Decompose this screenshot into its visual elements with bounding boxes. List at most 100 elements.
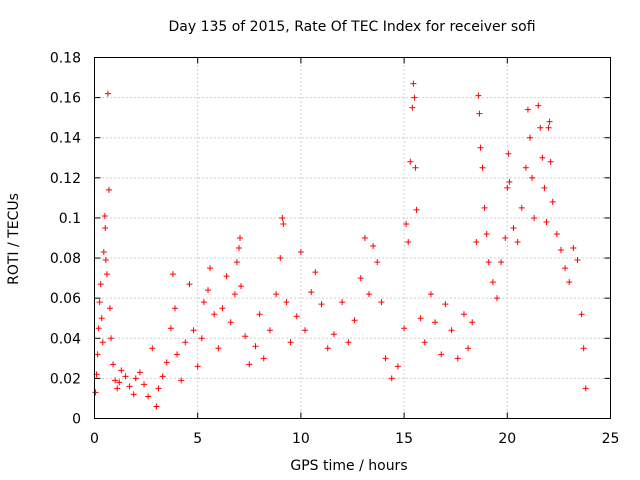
data-point	[219, 305, 226, 312]
data-point	[465, 345, 472, 352]
data-point	[361, 235, 368, 241]
data-point	[410, 80, 417, 87]
data-point	[549, 198, 556, 205]
data-point	[476, 110, 483, 117]
data-point	[522, 164, 529, 171]
y-tick-label: 0.1	[59, 211, 81, 227]
y-tick-label: 0.16	[50, 91, 81, 107]
data-point	[101, 212, 108, 219]
data-point	[105, 186, 112, 193]
data-point	[215, 345, 222, 352]
data-point	[182, 339, 189, 346]
data-point	[102, 257, 109, 264]
data-point	[432, 319, 439, 326]
data-point	[287, 339, 294, 346]
data-point	[279, 214, 286, 221]
data-point	[94, 351, 101, 358]
data-point	[460, 311, 467, 318]
data-point	[118, 367, 125, 374]
axis-ticks: 0 5 10 15 20 25 0 0.02 0.04 0.06 0.08 0.1 0.12 0.14 0.…	[50, 51, 620, 448]
data-point	[163, 359, 170, 366]
data-point	[141, 381, 148, 388]
data-point	[99, 339, 106, 346]
data-point	[149, 345, 156, 352]
data-point	[405, 239, 412, 246]
data-point	[283, 299, 290, 306]
data-point	[198, 335, 205, 342]
data-point	[190, 327, 197, 334]
x-tick-label: 15	[395, 431, 413, 447]
data-point	[394, 363, 401, 370]
data-point	[483, 230, 490, 237]
data-point	[280, 220, 287, 227]
data-point	[374, 259, 381, 266]
data-point	[102, 224, 109, 231]
data-point	[407, 158, 414, 165]
data-point	[145, 393, 152, 400]
x-axis-label: GPS time / hours	[290, 458, 407, 474]
data-point	[524, 106, 531, 113]
data-point	[582, 385, 589, 392]
data-point	[318, 301, 325, 308]
data-point	[246, 361, 253, 368]
data-point	[178, 377, 185, 384]
data-point	[277, 255, 284, 262]
data-point	[171, 305, 178, 312]
data-point	[427, 291, 434, 298]
data-point	[242, 333, 249, 340]
data-point	[553, 230, 560, 237]
data-point	[366, 291, 373, 298]
data-point	[413, 206, 420, 213]
data-point	[92, 389, 99, 396]
y-tick-label: 0.06	[50, 291, 81, 307]
data-point	[481, 204, 488, 211]
data-point	[403, 220, 410, 227]
data-point	[312, 269, 319, 276]
data-point	[174, 351, 181, 358]
y-tick-label: 0.12	[50, 171, 81, 187]
y-tick-label: 0.08	[50, 251, 81, 267]
data-point	[153, 403, 160, 410]
data-point	[95, 325, 102, 332]
data-point	[477, 144, 484, 151]
x-tick-label: 20	[498, 431, 516, 447]
data-point	[108, 335, 115, 342]
data-point	[438, 351, 445, 358]
data-point	[531, 214, 538, 221]
data-point	[324, 345, 331, 352]
data-point	[357, 275, 364, 282]
data-point	[97, 281, 104, 288]
data-point	[514, 239, 521, 246]
data-point	[186, 281, 193, 288]
data-point	[562, 265, 569, 272]
chart-title: Day 135 of 2015, Rate Of TEC Index for r…	[168, 19, 535, 35]
data-point	[539, 154, 546, 161]
data-point	[308, 289, 315, 296]
data-point	[293, 313, 300, 320]
data-point	[112, 377, 119, 384]
data-point	[557, 247, 564, 254]
data-point	[104, 90, 111, 97]
data-point	[132, 375, 139, 382]
data-point	[211, 311, 218, 318]
grid-lines	[94, 57, 611, 419]
data-point	[297, 249, 304, 256]
y-tick-label: 0.04	[50, 331, 81, 347]
data-point	[116, 379, 123, 386]
data-point	[421, 339, 428, 346]
data-point	[409, 104, 416, 111]
data-point	[479, 164, 486, 171]
data-point	[469, 319, 476, 326]
data-point	[237, 235, 244, 241]
data-point	[96, 299, 103, 306]
data-point	[570, 245, 577, 252]
data-point	[537, 124, 544, 131]
data-point	[159, 373, 166, 380]
data-point	[546, 118, 553, 125]
y-tick-label: 0.02	[50, 371, 81, 387]
y-tick-label: 0.14	[50, 131, 81, 147]
data-point	[345, 339, 352, 346]
data-point	[260, 355, 267, 362]
x-tick-label: 0	[90, 431, 99, 447]
